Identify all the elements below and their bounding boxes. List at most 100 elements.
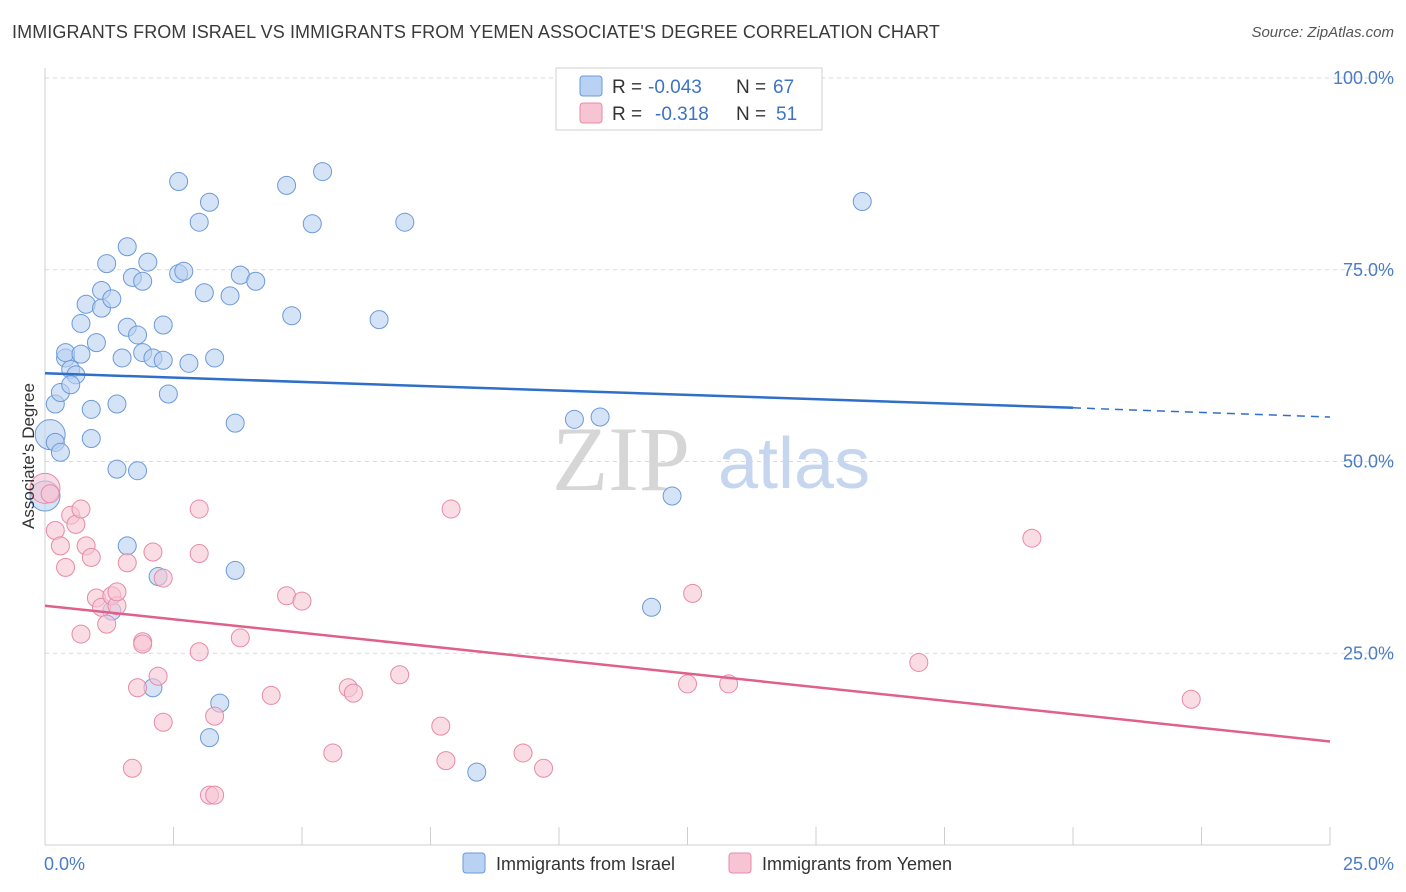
israel-point [128,461,148,481]
yemen-point [133,634,153,654]
israel-point [225,560,245,580]
legend-r-label-israel: R = [612,77,642,98]
yemen-point [534,758,554,778]
yemen-point [71,624,91,644]
yemen-point [205,706,225,726]
israel-point [282,306,302,326]
y-axis-title: Associate's Degree [19,383,38,529]
israel-point [369,310,389,330]
israel-point [189,212,209,232]
legend-swatch-yemen [579,102,603,124]
axes [44,68,1331,846]
israel-point [174,261,194,281]
yemen-point [189,544,209,564]
yemen-point [1181,689,1201,709]
yemen-point [128,678,148,698]
israel-point [199,192,219,212]
israel-point [107,394,127,414]
israel-point [86,333,106,353]
yemen-point [153,568,173,588]
israel-point [852,191,872,211]
israel-point [467,762,487,782]
yemen-point [436,751,456,771]
legend-r-value-yemen: -0.318 [655,104,709,125]
yemen-point [323,743,343,763]
series-legend: Immigrants from Israel Immigrants from Y… [462,852,952,874]
y-tick-label: 50.0% [1343,452,1394,472]
legend-n-label-yemen: N = [736,104,766,125]
chart-title: IMMIGRANTS FROM ISRAEL VS IMMIGRANTS FRO… [12,22,940,42]
israel-point [199,728,219,748]
series-legend-label-yemen: Immigrants from Yemen [762,854,952,874]
yemen-point [205,785,225,805]
israel-point [128,325,148,345]
yemen-point [343,683,363,703]
yemen-point [97,614,117,634]
yemen-point [50,536,70,556]
israel-point [564,409,584,429]
yemen-point [683,583,703,603]
israel-point [194,283,214,303]
x-tick-label: 0.0% [44,854,85,874]
series-legend-swatch-yemen [728,852,752,874]
yemen-point [189,642,209,662]
series-legend-swatch-israel [462,852,486,874]
yemen-point [230,628,250,648]
israel-point [112,348,132,368]
y-tick-label: 75.0% [1343,260,1394,280]
israel-point [153,315,173,335]
israel-point [662,486,682,506]
yemen-point [148,666,168,686]
israel-point [246,271,266,291]
x-tick-labels: 0.0% 25.0% [44,854,1394,874]
israel-point [81,428,101,448]
source-credit: Source: ZipAtlas.com [1251,24,1394,41]
yemen-point [56,557,76,577]
yemen-point [431,716,451,736]
israel-point [302,214,322,234]
legend-swatch-israel [579,75,603,97]
yemen-point [678,674,697,694]
israel-point [225,413,245,433]
watermark-atlas: atlas [718,424,870,504]
yemen-point [122,758,142,778]
israel-point [133,271,153,291]
yemen-point [107,582,127,602]
israel-point [220,286,240,306]
yemen-point [40,484,60,504]
y-tick-label: 100.0% [1333,68,1394,88]
yemen-point [513,743,533,763]
israel-point [313,162,333,182]
y-tick-label: 25.0% [1343,643,1394,663]
trend-lines [44,372,1331,743]
israel-point [277,175,297,195]
israel-point [50,442,70,462]
israel-point [153,350,173,370]
series-legend-label-israel: Immigrants from Israel [496,854,675,874]
israel-point [117,536,137,556]
yemen-point [909,652,929,672]
israel-point [138,252,158,272]
yemen-point [143,542,163,562]
israel-point [81,399,101,419]
legend-n-value-yemen: 51 [776,104,797,125]
yemen-point [189,499,209,519]
yemen-point [71,499,91,519]
yemen-points [29,472,1201,805]
yemen-point [153,712,173,732]
israel-point [395,212,415,232]
israel-point [179,353,199,373]
yemen-point [390,665,410,685]
israel-trend-line [44,372,1074,410]
israel-point [205,348,225,368]
yemen-point [441,499,461,519]
israel-point [117,237,137,257]
legend-r-value-israel: -0.043 [648,77,702,98]
stats-legend: R = -0.043 N = 67 R = -0.318 N = 51 [555,67,823,131]
israel-point [97,254,117,274]
israel-point [158,384,178,404]
legend-n-value-israel: 67 [773,77,794,98]
yemen-point [292,591,312,611]
israel-trend-extension [1072,407,1331,418]
